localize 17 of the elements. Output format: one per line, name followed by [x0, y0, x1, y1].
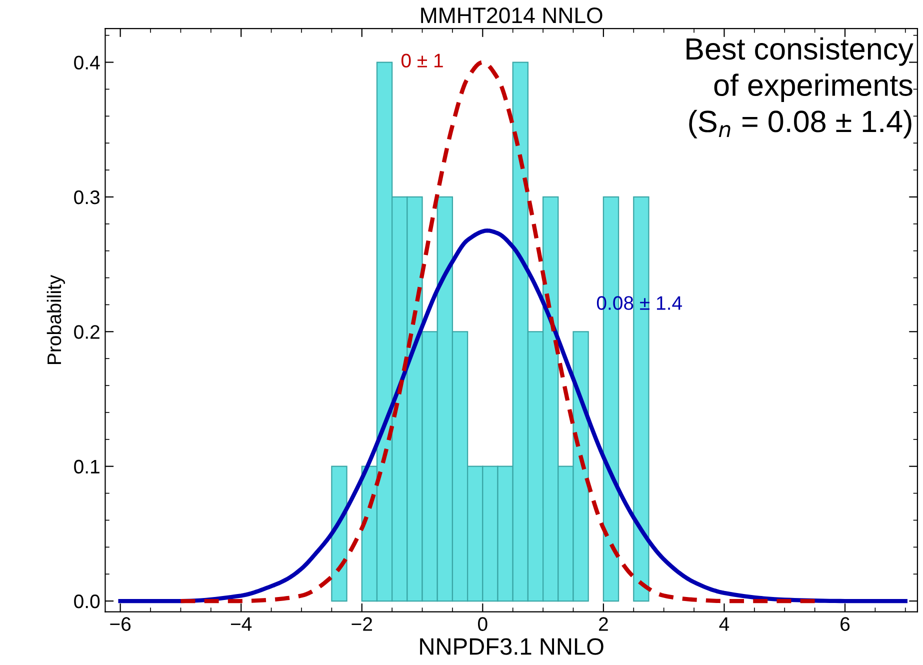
x-tick-label: 2 [599, 617, 608, 631]
x-tick-label: −6 [110, 617, 131, 631]
y-axis-title: Probability [46, 274, 65, 364]
x-tick-label: −2 [352, 617, 372, 631]
x-tick-label: 6 [840, 617, 850, 631]
chart-title: MMHT2014 NNLO [421, 8, 602, 24]
x-tick-label: −4 [230, 617, 252, 631]
y-tick-label: 0.1 [74, 460, 100, 474]
x-axis-title: NNPDF3.1 NNLO [420, 638, 604, 655]
y-tick-label: 0.4 [74, 56, 100, 70]
series-label: 0 ± 1 [401, 54, 443, 68]
y-tick-label: 0.3 [74, 190, 100, 204]
y-tick-label: 0.2 [74, 325, 100, 339]
x-tick-label: 0 [478, 617, 488, 631]
y-tick-label: 0.0 [74, 594, 100, 608]
x-tick-label: 4 [719, 617, 730, 631]
annotation: Best consistency of experiments (S$_{n}$ = 0.08 ± 1.4) [686, 37, 914, 138]
